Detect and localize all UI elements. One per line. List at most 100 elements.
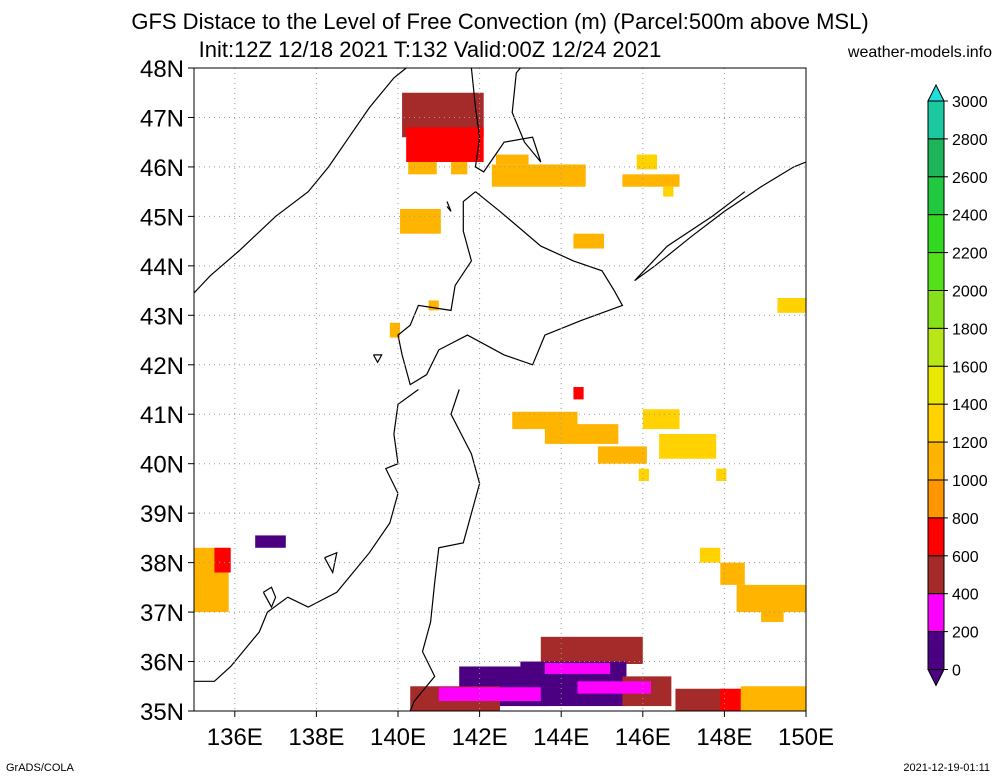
lat-label: 46N: [140, 155, 184, 182]
field-cell: [675, 688, 725, 711]
lat-label: 43N: [140, 303, 184, 330]
field-cell: [761, 609, 784, 622]
field-cell: [406, 127, 484, 162]
colorbar-swatch: [927, 176, 945, 216]
lat-label: 40N: [140, 452, 184, 479]
lat-label: 38N: [140, 551, 184, 578]
lat-label: 47N: [140, 105, 184, 132]
colorbar-label: 600: [952, 549, 979, 566]
colorbar-swatch: [927, 214, 945, 254]
field-cell: [389, 322, 401, 338]
field-cell: [495, 154, 529, 165]
coastline-layer: [193, 67, 807, 712]
colorbar-swatch: [927, 593, 945, 633]
field-cell: [638, 468, 649, 482]
colorbar-label: 2000: [952, 284, 988, 301]
field-cell: [544, 424, 619, 444]
lat-label: 41N: [140, 402, 184, 429]
gridlines: [188, 67, 807, 717]
field-cell: [438, 687, 541, 702]
lon-label: 148E: [696, 724, 752, 751]
colorbar-label: 400: [952, 587, 979, 604]
coastline: [262, 586, 277, 609]
colorbar-swatch: [927, 441, 945, 481]
chart-subtitle: Init:12Z 12/18 2021 T:132 Valid:00Z 12/2…: [198, 37, 662, 62]
field-cell: [573, 233, 605, 249]
field-cell: [777, 297, 806, 313]
colorbar-label: 2600: [952, 170, 988, 187]
latitude-labels: 48N 47N 46N 45N 44N 43N 42N 41N 40N 39N 38N 37N 36N 3…: [140, 56, 184, 726]
coastline: [470, 67, 542, 173]
field-cell: [720, 688, 745, 711]
lat-label: 36N: [140, 650, 184, 677]
colorbar-label: 1000: [952, 473, 988, 490]
chart-title: GFS Distace to the Level of Free Convect…: [131, 9, 869, 34]
field-cell: [597, 446, 647, 464]
lat-label: 44N: [140, 254, 184, 281]
colorbar-swatch: [927, 555, 945, 595]
lat-label: 42N: [140, 353, 184, 380]
colorbar: 3000 2800 2600 2400 2200 2000 1800 1600 1400 1200…: [927, 83, 988, 687]
colorbar-swatch: [927, 138, 945, 178]
lat-label: 39N: [140, 501, 184, 528]
colorbar-top-arrow: [927, 83, 945, 102]
coastline: [372, 354, 383, 364]
footer-software: GrADS/COLA: [6, 762, 74, 774]
lat-label: 48N: [140, 56, 184, 83]
lon-label: 142E: [452, 724, 508, 751]
colorbar-swatch: [927, 327, 945, 367]
field-layer: [194, 92, 806, 711]
lon-label: 144E: [533, 724, 589, 751]
colorbar-swatch: [927, 403, 945, 443]
colorbar-swatch: [927, 252, 945, 292]
colorbar-label: 1200: [952, 435, 988, 452]
colorbar-label: 1400: [952, 397, 988, 414]
site-credit: weather-models.info: [847, 44, 992, 61]
colorbar-label: 2400: [952, 208, 988, 225]
field-cell: [622, 174, 680, 187]
footer-timestamp: 2021-12-19-01:11: [903, 762, 990, 774]
colorbar-label: 1600: [952, 359, 988, 376]
field-cell: [544, 663, 611, 674]
field-cell: [659, 434, 717, 459]
lon-label: 140E: [370, 724, 426, 751]
lon-label: 138E: [288, 724, 344, 751]
lat-label: 35N: [140, 699, 184, 726]
colorbar-swatch: [927, 290, 945, 329]
colorbar-label: 1800: [952, 321, 988, 338]
field-cell: [214, 547, 231, 573]
coastline: [397, 191, 624, 386]
colorbar-label: 2200: [952, 246, 988, 263]
colorbar-swatch: [927, 365, 945, 405]
colorbar-swatch: [927, 100, 945, 140]
colorbar-label: 2800: [952, 132, 988, 149]
field-cell: [408, 161, 437, 175]
field-cell: [428, 300, 439, 311]
lon-label: 136E: [207, 724, 263, 751]
colorbar-label: 800: [952, 511, 979, 528]
field-cell: [255, 535, 286, 548]
field-cell: [540, 636, 643, 665]
colorbar-swatch: [927, 479, 945, 519]
field-cell: [577, 681, 651, 694]
colorbar-label: 0: [952, 663, 961, 680]
field-cell: [736, 584, 806, 613]
field-cell: [491, 164, 586, 187]
field-cell: [720, 562, 745, 585]
colorbar-bottom-arrow: [927, 669, 945, 687]
field-cell: [636, 154, 658, 170]
coastline: [193, 67, 407, 294]
lon-label: 150E: [778, 724, 834, 751]
field-cell: [716, 468, 727, 482]
colorbar-label: 3000: [952, 94, 988, 111]
lat-label: 37N: [140, 600, 184, 627]
lon-label: 146E: [615, 724, 671, 751]
coastline: [409, 389, 481, 712]
coastline: [634, 161, 807, 282]
map-frame: [193, 67, 807, 712]
field-cell: [663, 186, 674, 197]
colorbar-swatch: [927, 631, 945, 670]
coastline: [194, 389, 419, 682]
longitude-labels: 136E 138E 140E 142E 144E 146E 148E 150E: [207, 724, 834, 751]
